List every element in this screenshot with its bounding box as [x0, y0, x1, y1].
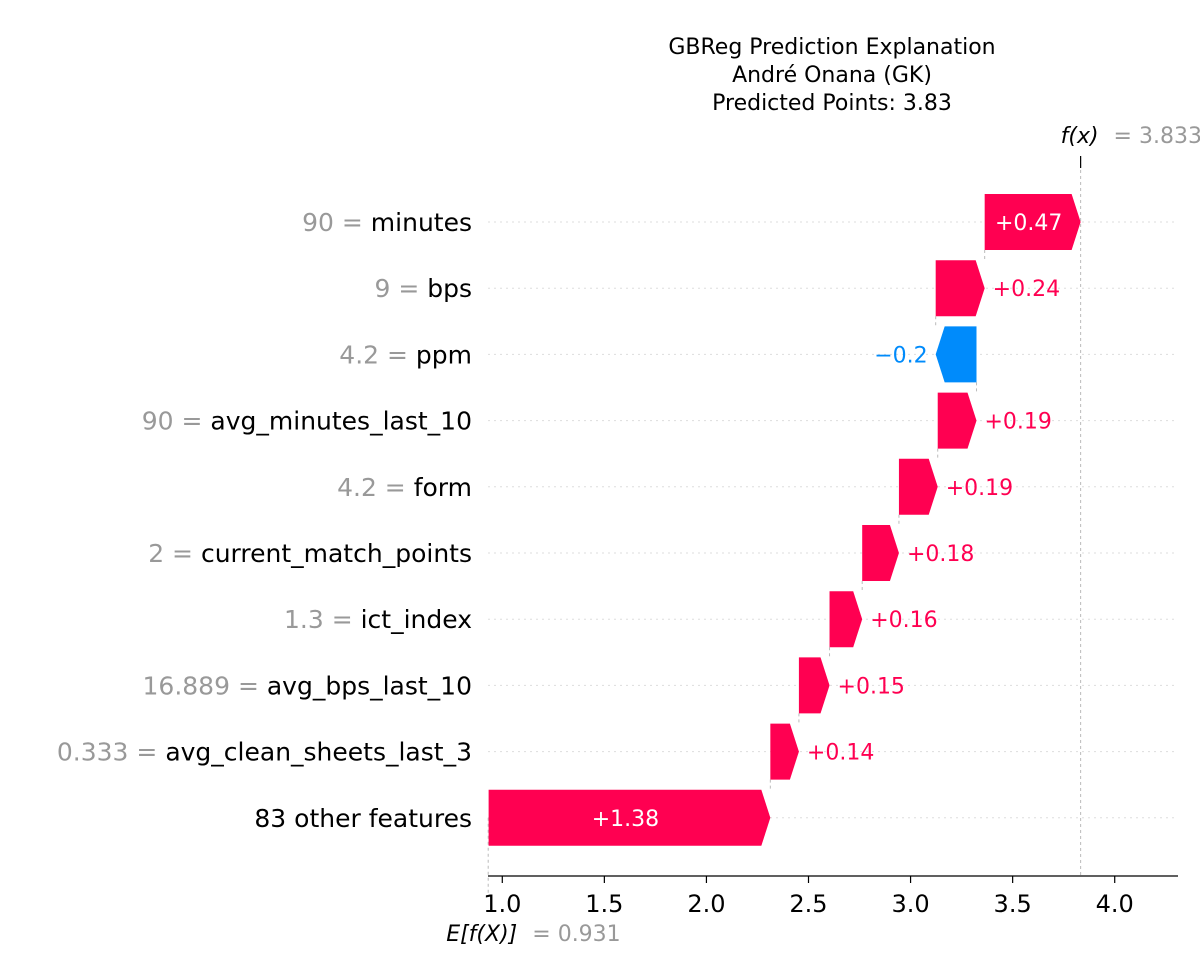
x-tick-label: 1.0	[483, 890, 521, 918]
bar-6	[862, 525, 899, 581]
feature-value: 0.333 =	[57, 738, 165, 767]
x-tick-label: 1.5	[585, 890, 623, 918]
bar-value-label: +0.18	[907, 542, 974, 567]
feature-labels: 90 = minutes 9 = bps 4.2 = ppm 90 = avg_min…	[57, 208, 472, 833]
feature-value: 4.2 =	[339, 340, 416, 369]
x-tick-label: 2.0	[687, 890, 725, 918]
bar-10	[488, 789, 771, 846]
feature-label: 9 = bps	[374, 274, 472, 303]
feature-label: 16.889 = avg_bps_last_10	[143, 671, 472, 700]
feature-label: 90 = avg_minutes_last_10	[142, 407, 472, 436]
chart-title: GBReg Prediction Explanation	[668, 35, 995, 60]
x-tick-label: 2.5	[789, 890, 827, 918]
feature-label: 1.3 = ict_index	[284, 605, 472, 634]
bar-value-label: +0.15	[838, 674, 905, 699]
bar-value-label: +0.19	[985, 410, 1052, 435]
feature-name: ict_index	[361, 605, 472, 634]
feature-label: 0.333 = avg_clean_sheets_last_3	[57, 738, 472, 767]
feature-label: 90 = minutes	[302, 208, 472, 237]
feature-value: 16.889 =	[143, 671, 267, 700]
chart-subtitle-predicted: Predicted Points: 3.83	[712, 91, 952, 116]
feature-value: 4.2 =	[337, 473, 414, 502]
bar-7	[829, 591, 863, 648]
bar-5	[898, 458, 938, 515]
x-axis: 1.0 1.5 2.0 2.5 3.0 3.5 4.0	[483, 875, 1178, 918]
feature-name: 83 other features	[254, 804, 472, 833]
bar-value-label: +0.24	[993, 277, 1060, 302]
bar-value-label: +0.16	[870, 608, 937, 633]
bar-value-label: +1.38	[592, 807, 659, 832]
reference-lines	[487, 156, 1082, 896]
x-tick-label: 4.0	[1096, 890, 1134, 918]
feature-value: 9 =	[374, 274, 427, 303]
feature-name: minutes	[371, 208, 472, 237]
chart-subtitle: André Onana (GK)	[732, 63, 932, 88]
bar-9	[770, 723, 799, 780]
bar-4	[937, 392, 977, 449]
feature-label: 4.2 = form	[337, 473, 472, 502]
fx-label: f(x)	[1061, 124, 1099, 149]
bar-value-label: +0.19	[946, 476, 1013, 501]
feature-name: avg_minutes_last_10	[210, 407, 472, 436]
bar-3	[935, 326, 977, 383]
feature-label: 83 other features	[254, 804, 472, 833]
efx-value: = 0.931	[532, 922, 620, 947]
bar-2	[935, 260, 985, 317]
feature-name: avg_clean_sheets_last_3	[165, 738, 472, 767]
bar-value-label: +0.14	[807, 741, 874, 766]
feature-value: 90 =	[142, 407, 211, 436]
feature-name: current_match_points	[201, 539, 472, 568]
efx-annotation: E[f(X)] = 0.931	[446, 922, 620, 947]
bar-1	[984, 194, 1081, 250]
feature-label: 4.2 = ppm	[339, 340, 472, 369]
feature-name: form	[414, 473, 472, 502]
bar-value-label: −0.2	[874, 343, 927, 368]
x-tick-label: 3.0	[891, 890, 929, 918]
feature-name: ppm	[416, 340, 472, 369]
x-tick-label: 3.5	[994, 890, 1032, 918]
bar-value-label: +0.47	[995, 211, 1062, 236]
feature-name: avg_bps_last_10	[267, 671, 472, 700]
fx-annotation: f(x) = 3.833	[1061, 124, 1200, 149]
fx-value: = 3.833	[1114, 124, 1200, 149]
feature-value: 1.3 =	[284, 605, 361, 634]
grid-lines	[488, 221, 1178, 819]
efx-label: E[f(X)]	[446, 922, 517, 947]
feature-value: 90 =	[302, 208, 371, 237]
feature-label: 2 = current_match_points	[148, 539, 472, 568]
bars: +0.47 +0.24 −0.2 +0.19 +0.19 +0.18 +0.16 +0.15 +…	[488, 194, 1081, 846]
feature-name: bps	[427, 274, 472, 303]
bar-8	[798, 657, 830, 714]
feature-value: 2 =	[148, 539, 201, 568]
